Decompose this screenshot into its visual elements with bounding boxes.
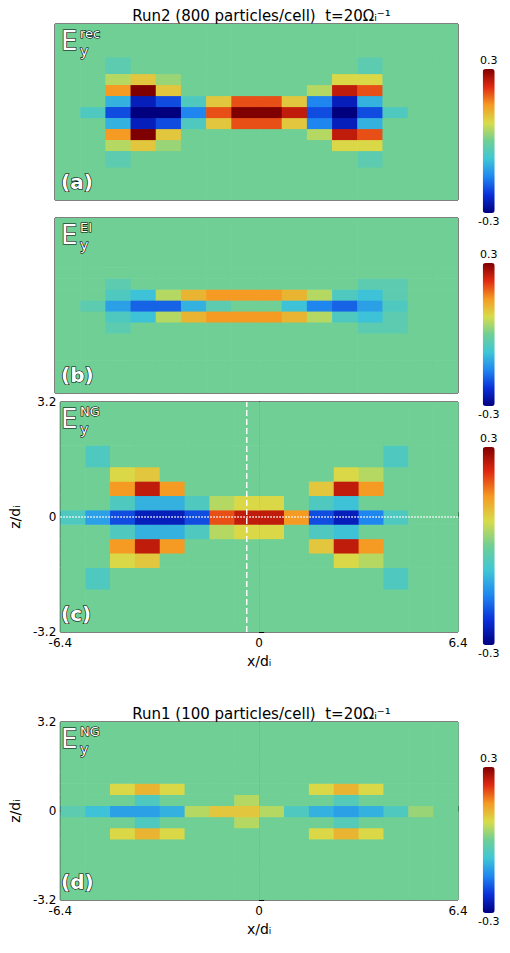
svg-text:6.4: 6.4 bbox=[448, 904, 467, 918]
svg-text:-0.3: -0.3 bbox=[478, 215, 499, 228]
svg-text:EI: EI bbox=[80, 220, 92, 235]
svg-text:(a): (a) bbox=[61, 170, 93, 194]
svg-text:y: y bbox=[80, 421, 88, 437]
svg-text:rec: rec bbox=[80, 26, 100, 41]
svg-text:Run2 (800 particles/cell) t=2: Run2 (800 particles/cell) t=20Ωᵢ⁻¹ bbox=[132, 7, 391, 25]
svg-text:x/dᵢ: x/dᵢ bbox=[247, 921, 271, 937]
svg-text:-3.2: -3.2 bbox=[32, 893, 57, 907]
svg-text:NG: NG bbox=[80, 404, 100, 419]
svg-text:0.3: 0.3 bbox=[480, 54, 498, 67]
svg-text:-6.4: -6.4 bbox=[49, 904, 72, 918]
svg-text:0: 0 bbox=[49, 804, 57, 818]
svg-text:E: E bbox=[61, 724, 77, 754]
svg-text:-0.3: -0.3 bbox=[478, 408, 499, 421]
svg-text:E: E bbox=[61, 26, 77, 56]
svg-text:0: 0 bbox=[255, 636, 263, 650]
svg-text:0.3: 0.3 bbox=[480, 432, 498, 445]
svg-text:z/dᵢ: z/dᵢ bbox=[7, 505, 23, 528]
svg-text:0.3: 0.3 bbox=[480, 248, 498, 261]
svg-text:NG: NG bbox=[80, 724, 100, 739]
svg-text:(b): (b) bbox=[61, 363, 94, 387]
svg-text:3.2: 3.2 bbox=[37, 395, 56, 409]
svg-text:E: E bbox=[61, 220, 77, 250]
svg-text:x/dᵢ: x/dᵢ bbox=[247, 653, 271, 669]
svg-text:-3.2: -3.2 bbox=[32, 625, 57, 639]
svg-text:-0.3: -0.3 bbox=[478, 915, 499, 928]
svg-text:y: y bbox=[80, 237, 88, 253]
svg-text:E: E bbox=[61, 404, 77, 434]
svg-text:y: y bbox=[80, 43, 88, 59]
svg-text:0: 0 bbox=[49, 510, 57, 524]
svg-text:Run1 (100 particles/cell) t=2: Run1 (100 particles/cell) t=20Ωᵢ⁻¹ bbox=[132, 705, 391, 723]
svg-text:-0.3: -0.3 bbox=[478, 647, 499, 660]
svg-text:-6.4: -6.4 bbox=[49, 636, 72, 650]
svg-text:y: y bbox=[80, 741, 88, 757]
svg-text:3.2: 3.2 bbox=[37, 715, 56, 729]
svg-text:0.3: 0.3 bbox=[480, 752, 498, 765]
svg-text:0: 0 bbox=[255, 904, 263, 918]
svg-text:6.4: 6.4 bbox=[448, 636, 467, 650]
svg-text:(d): (d) bbox=[61, 870, 94, 894]
svg-text:(c): (c) bbox=[61, 602, 91, 626]
svg-text:z/dᵢ: z/dᵢ bbox=[7, 799, 23, 822]
